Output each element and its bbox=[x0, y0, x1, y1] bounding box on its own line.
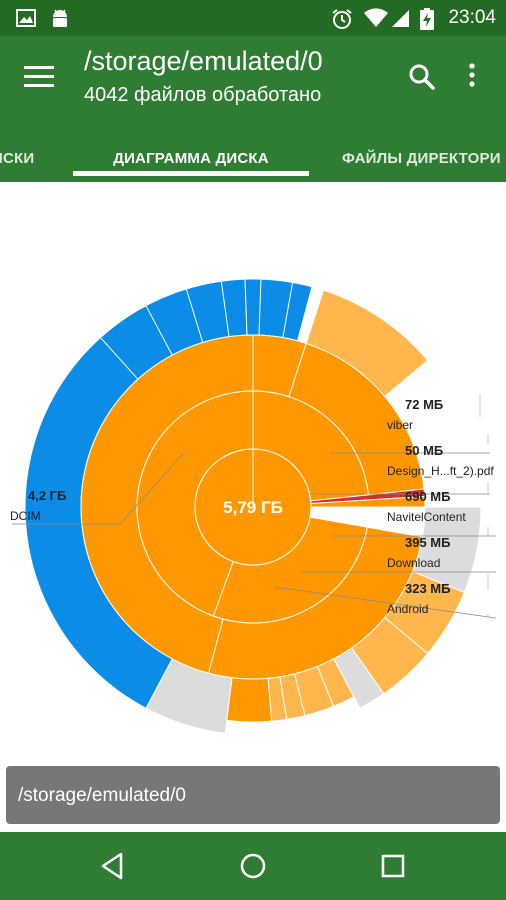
tab-directory-files[interactable]: ФАЙЛЫ ДИРЕКТОРИ bbox=[342, 150, 501, 167]
cellular-signal-icon bbox=[390, 8, 410, 33]
pdf-size-label: 50 МБ bbox=[405, 443, 443, 458]
current-path-bar: /storage/emulated/0 bbox=[6, 766, 500, 824]
home-icon[interactable] bbox=[235, 848, 271, 884]
leader-line bbox=[119, 453, 184, 525]
android-name-label: Android bbox=[387, 602, 428, 616]
app-bar: /storage/emulated/0 4042 файлов обработа… bbox=[0, 36, 506, 182]
sector-dcim-outer-2[interactable] bbox=[244, 278, 313, 342]
total-size-label: 5,79 ГБ bbox=[223, 498, 283, 517]
dcim-name-label: DCIM bbox=[10, 509, 41, 523]
image-notification-icon bbox=[16, 8, 36, 33]
tab-disk-chart[interactable]: ДИАГРАММА ДИСКА bbox=[113, 150, 269, 167]
chart-rings bbox=[24, 278, 482, 734]
active-tab-indicator bbox=[73, 171, 309, 176]
dcim-subfolder-divider bbox=[258, 279, 262, 336]
battery-charging-icon bbox=[420, 8, 434, 35]
alarm-icon bbox=[331, 8, 353, 35]
sector-fragment-5[interactable] bbox=[226, 677, 273, 723]
pdf-name-label: Design_H...ft_2).pdf bbox=[387, 464, 494, 478]
download-size-label: 395 МБ bbox=[405, 535, 450, 550]
current-path: /storage/emulated/0 bbox=[18, 785, 186, 806]
navitel-size-label: 690 МБ bbox=[405, 489, 450, 504]
sector-root[interactable] bbox=[194, 448, 312, 566]
disk-usage-sunburst-chart[interactable]: 5,79 ГБ 4,2 ГБ DCIM 72 МБ viber 50 МБ De… bbox=[0, 182, 506, 757]
recents-icon[interactable] bbox=[375, 848, 411, 884]
dcim-size-label: 4,2 ГБ bbox=[28, 488, 66, 503]
viber-size-label: 72 МБ bbox=[405, 397, 443, 412]
dcim-subfolder-divider bbox=[185, 288, 204, 343]
clock: 23:04 bbox=[448, 7, 496, 28]
leader-line bbox=[274, 586, 497, 619]
back-icon[interactable] bbox=[95, 848, 131, 884]
system-navigation-bar bbox=[0, 832, 506, 900]
more-options-icon[interactable] bbox=[460, 60, 484, 94]
dcim-subfolder-divider bbox=[145, 305, 173, 356]
search-icon[interactable] bbox=[405, 60, 439, 94]
tab-bar: ИСКИ ДИАГРАММА ДИСКА ФАЙЛЫ ДИРЕКТОРИ bbox=[0, 146, 506, 182]
menu-icon[interactable] bbox=[24, 66, 56, 88]
wifi-icon bbox=[364, 8, 388, 33]
android-notification-icon bbox=[50, 8, 70, 35]
download-name-label: Download bbox=[387, 556, 440, 570]
android-size-label: 323 МБ bbox=[405, 581, 450, 596]
navitel-name-label: NavitelContent bbox=[387, 510, 466, 524]
dcim-subfolder-divider bbox=[220, 281, 230, 337]
files-processed-count: 4042 файлов обработано bbox=[84, 84, 322, 106]
label-leader-lines bbox=[12, 394, 497, 619]
dcim-subfolder-divider bbox=[100, 337, 139, 380]
tab-disks[interactable]: ИСКИ bbox=[0, 150, 35, 167]
page-title: /storage/emulated/0 bbox=[84, 46, 323, 76]
dcim-subfolder-divider bbox=[282, 282, 294, 338]
status-bar: 23:04 bbox=[0, 0, 506, 36]
viber-name-label: viber bbox=[387, 418, 413, 432]
